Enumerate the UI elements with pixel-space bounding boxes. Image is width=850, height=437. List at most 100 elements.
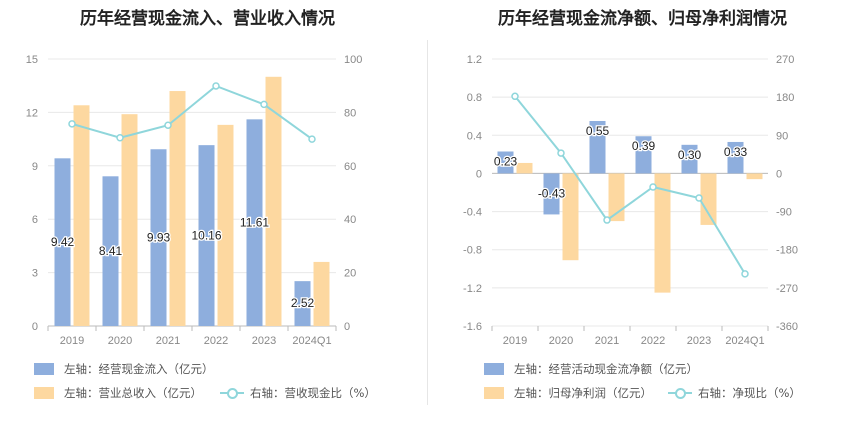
- right-axis-tick-label: 60: [344, 161, 356, 173]
- right-axis-tick-label: 40: [344, 214, 356, 226]
- x-axis-tick-label: 2020: [108, 335, 132, 347]
- legend-label: 右轴：净现比（%）: [698, 386, 801, 400]
- bar-secondary: [73, 105, 90, 326]
- x-axis-tick-label: 2022: [641, 335, 665, 347]
- ratio-point: [695, 194, 703, 202]
- bar-secondary: [516, 162, 533, 174]
- ratio-point: [164, 121, 172, 129]
- left-axis-tick-label: -0.8: [463, 245, 482, 257]
- ratio-point: [649, 183, 657, 191]
- bar-data-label: 8.41: [99, 244, 123, 258]
- legend-label: 左轴：营业总收入（亿元）: [64, 386, 202, 400]
- bar-secondary: [700, 173, 717, 225]
- bar-data-label: -0.43: [538, 186, 566, 200]
- right-axis-tick-label: -270: [776, 283, 798, 295]
- right-axis-tick-label: -180: [776, 245, 798, 257]
- bar-secondary: [169, 91, 186, 326]
- bar-primary: [681, 144, 698, 174]
- left-axis-tick-label: 3: [32, 268, 38, 280]
- bar-data-label: 0.33: [724, 145, 748, 159]
- bar-data-label: 9.93: [147, 231, 171, 245]
- bar-data-label: 10.16: [191, 229, 221, 243]
- left-axis-tick-label: -1.6: [463, 321, 482, 333]
- x-axis-tick-label: 2023: [252, 335, 276, 347]
- x-axis-tick-label: 2019: [503, 335, 527, 347]
- legend-label: 右轴：营收现金比（%）: [250, 386, 376, 400]
- right-axis-tick-label: 180: [776, 92, 794, 104]
- x-axis-tick-label: 2021: [595, 335, 619, 347]
- left-axis-tick-label: 0: [32, 321, 38, 333]
- right-axis-tick-label: 100: [344, 54, 362, 66]
- legend-line-icon: [668, 387, 692, 399]
- bar-data-label: 0.39: [632, 139, 656, 153]
- x-axis-tick-label: 2024Q1: [292, 335, 331, 347]
- left-axis-tick-label: 9: [32, 161, 38, 173]
- right-axis-tick-label: -360: [776, 321, 798, 333]
- legend-right-netcash[interactable]: 左轴：经营活动现金流净额（亿元）: [484, 361, 698, 377]
- ratio-point: [741, 270, 749, 278]
- legend-left-inflow[interactable]: 左轴：经营现金流入（亿元）: [34, 361, 214, 377]
- ratio-point: [603, 216, 611, 224]
- x-axis-tick-label: 2021: [156, 335, 180, 347]
- left-axis-tick-label: 0: [476, 168, 482, 180]
- left-axis-tick-label: -1.2: [463, 283, 482, 295]
- legend-label: 左轴：经营现金流入（亿元）: [64, 362, 214, 376]
- right-axis-tick-label: 90: [776, 130, 788, 142]
- ratio-point: [260, 100, 268, 109]
- right-chart-title: 历年经营现金流净额、归母净利润情况: [498, 9, 787, 29]
- bar-primary: [54, 158, 71, 326]
- bar-secondary: [313, 261, 330, 326]
- ratio-line: [514, 95, 746, 275]
- right-axis-tick-label: -90: [776, 207, 792, 219]
- left-axis-tick-label: 1.2: [467, 54, 482, 66]
- legend-right-ratio[interactable]: 右轴：净现比（%）: [668, 385, 801, 401]
- legend-left-revenue[interactable]: 左轴：营业总收入（亿元）: [34, 385, 202, 401]
- legend-swatch-orange: [484, 387, 504, 399]
- x-axis-tick-label: 2019: [60, 335, 84, 347]
- left-axis-tick-label: -0.4: [463, 207, 482, 219]
- legend-swatch-blue: [484, 363, 504, 375]
- bar-primary: [198, 145, 215, 326]
- bar-primary: [589, 120, 606, 174]
- right-axis-tick-label: 20: [344, 268, 356, 280]
- bar-secondary: [562, 173, 579, 261]
- bar-primary: [150, 149, 167, 326]
- ratio-point: [308, 135, 316, 143]
- bar-primary: [246, 119, 263, 326]
- legend-label: 左轴：归母净利润（亿元）: [514, 386, 652, 400]
- bar-data-label: 0.23: [494, 154, 518, 168]
- right-axis-tick-label: 270: [776, 54, 794, 66]
- left-axis-tick-label: 6: [32, 214, 38, 226]
- left-axis-tick-label: 0.8: [467, 92, 482, 104]
- right-axis-tick-label: 0: [776, 168, 782, 180]
- ratio-point: [212, 82, 220, 90]
- bar-data-label: 0.55: [586, 124, 610, 138]
- legend-right-profit[interactable]: 左轴：归母净利润（亿元）: [484, 385, 652, 401]
- x-axis-tick-label: 2023: [687, 335, 711, 347]
- bar-secondary: [121, 114, 138, 327]
- legend-line-icon: [220, 387, 244, 399]
- bar-primary: [635, 136, 652, 174]
- ratio-point: [511, 92, 519, 101]
- left-axis-tick-label: 12: [26, 107, 38, 119]
- left-axis-tick-label: 15: [26, 54, 38, 66]
- bar-secondary: [746, 173, 763, 180]
- x-axis-tick-label: 2020: [549, 335, 573, 347]
- ratio-point: [116, 134, 124, 142]
- panel-divider: [427, 40, 428, 405]
- bar-primary: [294, 281, 311, 326]
- bar-data-label: 2.52: [291, 296, 315, 310]
- x-axis-tick-label: 2022: [204, 335, 228, 347]
- bar-data-label: 11.61: [240, 216, 269, 230]
- bar-primary: [102, 176, 119, 326]
- legend-left-ratio[interactable]: 右轴：营收现金比（%）: [220, 385, 376, 401]
- legend-swatch-blue: [34, 363, 54, 375]
- ratio-point: [557, 149, 565, 157]
- bar-primary: [543, 173, 560, 215]
- ratio-line: [71, 84, 313, 140]
- legend-swatch-orange: [34, 387, 54, 399]
- bar-data-label: 9.42: [51, 235, 75, 249]
- left-axis-tick-label: 0.4: [467, 130, 482, 142]
- right-axis-tick-label: 80: [344, 107, 356, 119]
